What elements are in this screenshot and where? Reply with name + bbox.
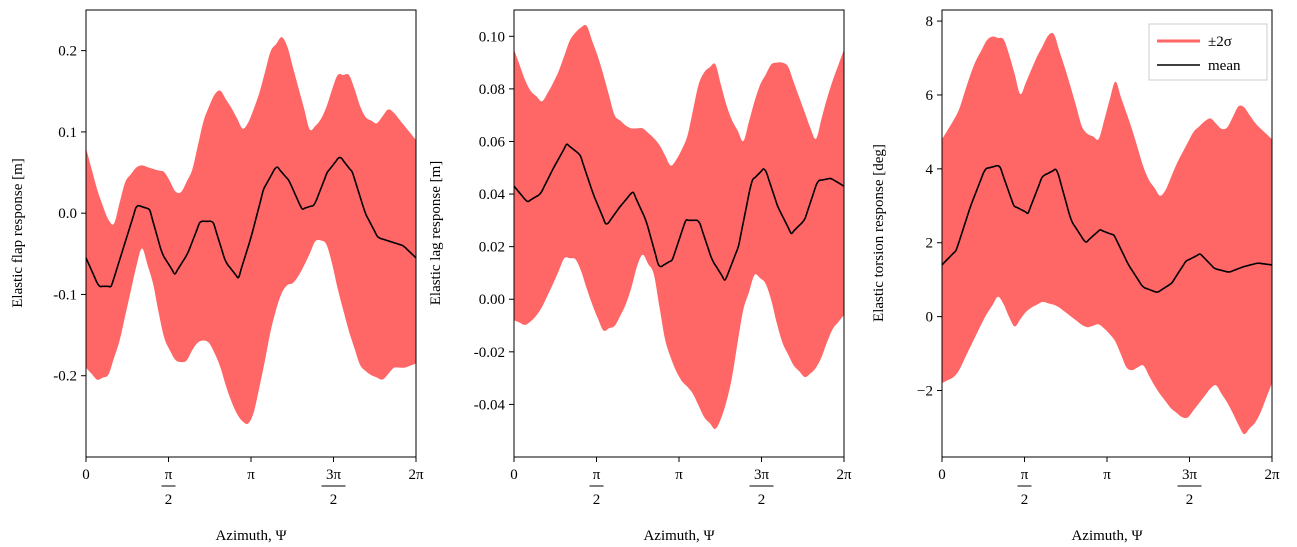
- lag-y-tick-label: 0.08: [479, 82, 505, 98]
- flap-x-tick-label-denominator: 2: [165, 492, 173, 508]
- lag-y-tick-label: 0.04: [479, 187, 506, 203]
- lag-x-tick-label-denominator: 2: [593, 492, 601, 508]
- lag-x-tick-label-numerator: 3π: [754, 467, 770, 483]
- lag-x-tick-label: π: [675, 467, 683, 483]
- legend-band-label: ±2σ: [1208, 34, 1232, 50]
- flap-x-tick-label: 2π: [408, 467, 424, 483]
- torsion-x-tick-label-denominator: 2: [1186, 492, 1194, 508]
- torsion-y-tick-label: 4: [926, 162, 934, 178]
- flap-y-tick-label: 0.0: [58, 206, 77, 222]
- lag-y-tick-label: -0.02: [474, 345, 505, 361]
- lag-y-axis-label: Elastic lag response [m]: [428, 161, 444, 306]
- lag-y-tick-label: 0.00: [479, 292, 505, 308]
- flap-y-tick-label: -0.1: [53, 287, 77, 303]
- flap-x-tick-label: 0: [82, 467, 90, 483]
- lag-x-tick-label-denominator: 2: [758, 492, 766, 508]
- torsion-mean-line: [941, 164, 1273, 293]
- legend: ±2σ mean: [1148, 23, 1268, 81]
- legend-mean-label: mean: [1208, 58, 1241, 74]
- lag-x-tick-label-numerator: π: [593, 467, 601, 483]
- flap-y-axis-label: Elastic flap response [m]: [10, 158, 26, 308]
- torsion-y-tick-label: 8: [926, 14, 934, 30]
- torsion-x-tick-label-numerator: π: [1021, 467, 1029, 483]
- flap-y-tick-label: -0.2: [53, 369, 77, 385]
- torsion-y-tick-label: 6: [926, 88, 934, 104]
- torsion-y-axis-label: Elastic torsion response [deg]: [871, 144, 887, 322]
- lag-plot-area: -0.04-0.020.000.020.040.060.080.100 π2π 3π…: [474, 9, 852, 508]
- torsion-y-tick-label: 2: [926, 236, 934, 252]
- lag-x-tick-label: 2π: [836, 467, 852, 483]
- torsion-x-tick-label: 2π: [1264, 467, 1280, 483]
- torsion-band-2sigma: [942, 32, 1272, 435]
- lag-x-tick-label: 0: [510, 467, 518, 483]
- torsion-x-tick-label: π: [1103, 467, 1111, 483]
- torsion-y-tick-label: −2: [917, 384, 933, 400]
- lag-mean-line: [513, 143, 845, 281]
- flap-x-tick-label: π: [247, 467, 255, 483]
- flap-y-tick-label: 0.1: [58, 125, 77, 141]
- lag-y-tick-label: 0.06: [479, 134, 506, 150]
- torsion-x-tick-label-denominator: 2: [1021, 492, 1029, 508]
- torsion-x-tick-label-numerator: 3π: [1182, 467, 1198, 483]
- flap-x-tick-label-numerator: 3π: [326, 467, 342, 483]
- panel-lag: -0.04-0.020.000.020.040.060.080.100 π2π 3π…: [428, 9, 852, 544]
- torsion-x-tick-label: 0: [938, 467, 946, 483]
- torsion-x-axis-label: Azimuth, Ψ: [1071, 528, 1143, 544]
- flap-x-tick-label-denominator: 2: [330, 492, 338, 508]
- flap-band-2sigma: [86, 37, 416, 425]
- flap-x-tick-label-numerator: π: [165, 467, 173, 483]
- lag-y-tick-label: -0.04: [474, 397, 506, 413]
- flap-mean-line: [85, 156, 417, 288]
- lag-y-tick-label: 0.02: [479, 240, 505, 256]
- lag-x-axis-label: Azimuth, Ψ: [643, 528, 715, 544]
- legend-box: [1148, 23, 1268, 81]
- flap-x-axis-label: Azimuth, Ψ: [215, 528, 287, 544]
- lag-y-tick-label: 0.10: [479, 29, 505, 45]
- flap-y-tick-label: 0.2: [58, 44, 77, 60]
- torsion-y-tick-label: 0: [926, 310, 934, 326]
- lag-band-2sigma: [514, 24, 844, 430]
